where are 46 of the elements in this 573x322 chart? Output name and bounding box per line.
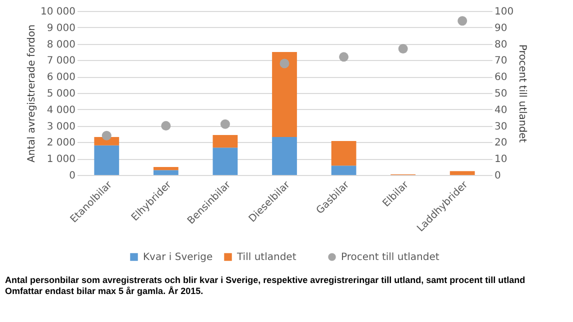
- y-tick-label: 7 000: [46, 56, 76, 67]
- y-axis-title: Antal avregistrerade fordon: [26, 24, 38, 162]
- point: [458, 16, 468, 26]
- bar: [272, 52, 297, 137]
- y2-tick-label: 20: [494, 138, 508, 149]
- bar: [153, 166, 178, 170]
- y-tick-label: 4 000: [46, 104, 76, 116]
- bar: [212, 148, 238, 175]
- y2-axis-title: Procent till utlandet: [516, 44, 528, 143]
- legend-label: Procent till utlandet: [341, 252, 440, 263]
- y2-tick-label: 40: [494, 104, 508, 116]
- bar: [331, 166, 356, 175]
- y-tick-label: 1 000: [46, 154, 76, 166]
- legend-label: Till utlandet: [236, 252, 296, 263]
- bar: [331, 141, 356, 166]
- bar: [153, 170, 178, 175]
- point: [339, 52, 349, 62]
- bar: [94, 145, 120, 175]
- y-tick-label: 2 000: [46, 138, 76, 149]
- bar: [450, 171, 475, 175]
- point: [220, 119, 230, 129]
- bar: [272, 136, 297, 175]
- text: Omfattar endast bilar max 5 år gamla. År 2015.: [5, 286, 204, 296]
- y-tick-label: 10 000: [40, 6, 76, 18]
- point: [280, 58, 290, 68]
- legend-label: Kvar i Sverige: [143, 252, 213, 263]
- point: [102, 130, 112, 140]
- y2-tick-label: 30: [494, 121, 508, 132]
- y2-tick-label: 0: [494, 170, 501, 182]
- y2-tick-label: 70: [494, 56, 508, 67]
- y-tick-label: 5 000: [46, 88, 76, 100]
- y-tick-label: 6 000: [46, 72, 76, 84]
- y2-tick-label: 50: [494, 88, 508, 100]
- y-tick-label: 8 000: [46, 39, 76, 50]
- y2-tick-label: 80: [494, 39, 508, 50]
- y2-tick-label: 60: [494, 72, 508, 84]
- y-tick-label: 3 000: [46, 121, 76, 132]
- y2-tick-label: 10: [494, 154, 508, 166]
- point: [398, 44, 408, 54]
- bar: [212, 134, 238, 148]
- y-tick-label: 9 000: [46, 22, 76, 34]
- point: [161, 121, 171, 131]
- text: Antal personbilar som avregistrerats och blir kvar i Sverige, respektive avregistreringar till utland, samt procent till utland: [5, 275, 526, 285]
- y2-tick-label: 90: [494, 22, 508, 34]
- y-tick-label: 0: [69, 170, 76, 182]
- y2-tick-label: 100: [494, 6, 514, 18]
